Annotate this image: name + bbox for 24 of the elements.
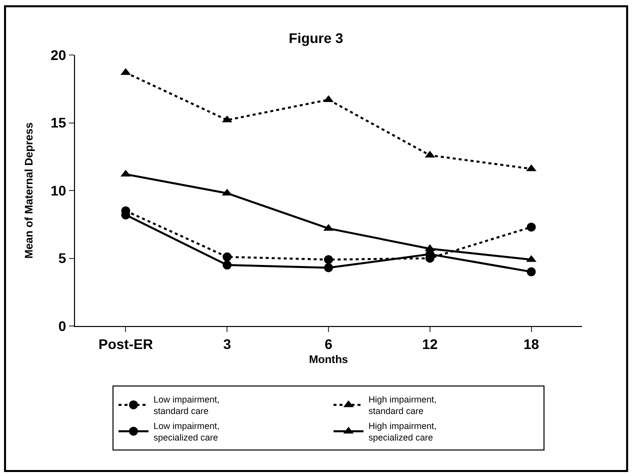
legend-label: High impairment, standard care [368,394,437,416]
x-axis-title: Months [308,354,348,366]
legend-label: Low impairment, specialized care [154,420,220,443]
y-tick-label: 15 [50,114,66,131]
point [526,164,536,172]
x-tick-label: 3 [223,336,232,352]
y-tick-label: 0 [58,318,66,334]
point [324,255,333,264]
point [324,263,333,272]
x-tick-label: Post-ER [98,336,153,352]
x-tick-label: 18 [524,336,540,352]
x-tick-label: 12 [422,336,438,352]
y-tick-label: 20 [50,46,66,63]
chart-title: Figure 3 [288,30,344,46]
y-tick-label: 5 [58,250,66,266]
legend-label: Low impairment, standard care [154,394,220,416]
point [526,267,536,276]
y-tick-label: 10 [50,182,66,198]
point [222,260,232,270]
x-tick-label: 6 [324,336,333,352]
legend-label: High impairment, specialized care [368,420,437,443]
y-axis-title: Mean of Maternal Depress [23,122,36,259]
point [526,222,536,232]
point [222,252,232,262]
